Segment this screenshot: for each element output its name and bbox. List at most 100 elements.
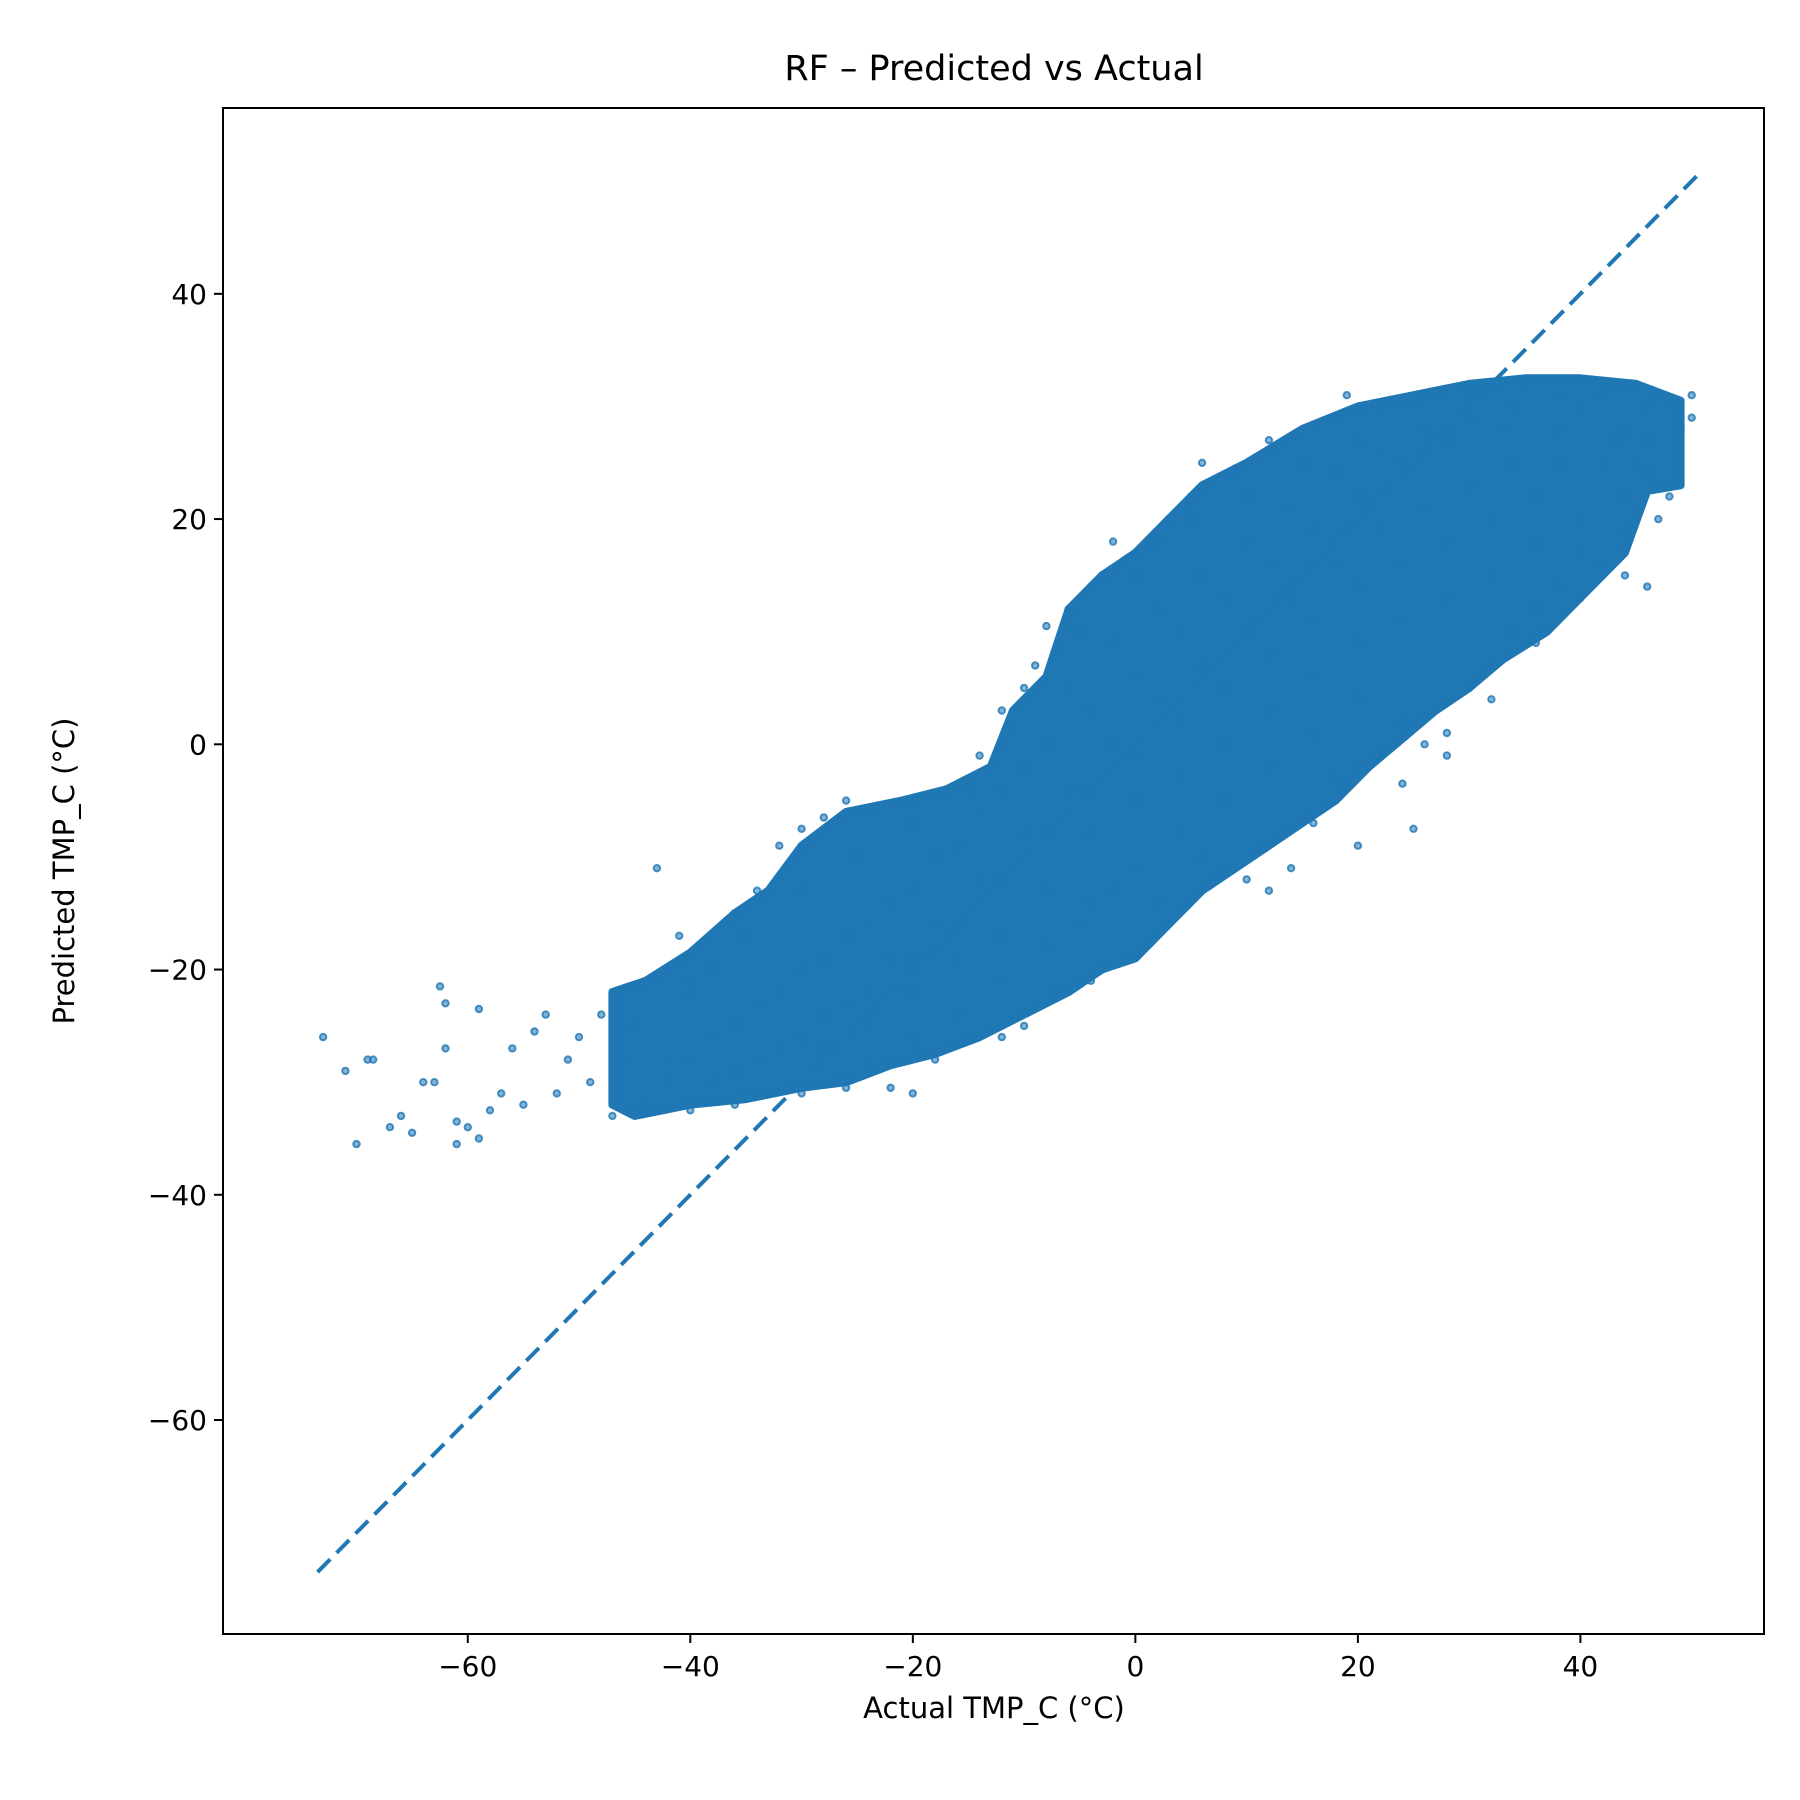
scatter-point [419, 1078, 428, 1087]
scatter-point [1398, 559, 1407, 569]
scatter-point [1264, 650, 1274, 659]
scatter-point [1598, 391, 1607, 400]
scatter-point [752, 999, 762, 1008]
scatter-point [1643, 436, 1652, 445]
scatter-point [1643, 402, 1652, 411]
scatter-point [797, 824, 806, 833]
scatter-point [841, 796, 851, 805]
scatter-point [708, 965, 717, 974]
scatter-point [1286, 503, 1296, 512]
scatter-point [1086, 976, 1096, 985]
scatter-point [1031, 661, 1040, 670]
scatter-point [686, 976, 695, 985]
scatter-point [1309, 672, 1318, 681]
scatter-point [708, 1032, 717, 1042]
scatter-point [1643, 469, 1652, 479]
scatter-point [1353, 695, 1363, 704]
scatter-point [708, 1078, 717, 1087]
y-axis: −60 −40 −20 0 20 40 [148, 278, 223, 1437]
scatter-point [563, 1055, 573, 1064]
scatter-point [341, 1066, 350, 1076]
scatter-point [1264, 886, 1274, 895]
scatter-point [686, 987, 695, 997]
scatter-point [908, 987, 917, 997]
scatter-point [1197, 661, 1207, 670]
scatter-point [1531, 638, 1541, 648]
y-tick-label: 20 [171, 503, 207, 536]
scatter-point [1086, 706, 1096, 715]
scatter-point [908, 818, 917, 828]
x-axis-label: Actual TMP_C (°C) [863, 1691, 1125, 1725]
scatter-point [975, 751, 984, 760]
scatter-point [1353, 582, 1363, 591]
scatter-point [1598, 559, 1607, 569]
scatter-point [474, 1004, 484, 1014]
scatter-point [1487, 695, 1496, 704]
scatter-point [1420, 740, 1429, 749]
scatter-point [930, 920, 940, 929]
scatter-point [730, 1021, 739, 1031]
scatter-point [508, 1044, 517, 1053]
scatter-point [1554, 458, 1563, 467]
scatter-point [1242, 875, 1251, 884]
scatter-point [1398, 779, 1407, 788]
x-tick-label: 20 [1340, 1650, 1376, 1683]
scatter-point [730, 1100, 739, 1109]
scatter-point [385, 1123, 395, 1132]
scatter-points [318, 379, 1696, 1149]
scatter-point [1498, 424, 1507, 434]
scatter-point [1620, 526, 1630, 535]
scatter-point [1042, 942, 1051, 952]
scatter-point [586, 1078, 595, 1087]
scatter-point [1353, 492, 1363, 501]
scatter-point [1398, 717, 1407, 726]
scatter-point [1186, 514, 1196, 524]
scatter-point [1086, 830, 1096, 839]
scatter-point [1331, 559, 1340, 569]
scatter-point [997, 1032, 1006, 1042]
scatter-point [1153, 537, 1162, 546]
scatter-point [1309, 616, 1318, 625]
scatter-point [1687, 413, 1696, 422]
scatter-point [352, 1139, 361, 1149]
scatter-point [908, 886, 917, 895]
plot-area-frame [222, 107, 1765, 1635]
scatter-point [1375, 402, 1385, 411]
scatter-point [474, 1134, 484, 1143]
scatter-point [1687, 391, 1696, 400]
scatter-point [1019, 1021, 1029, 1031]
scatter-point [1353, 762, 1363, 771]
scatter-point [1075, 627, 1084, 636]
scatter-point [1197, 571, 1207, 580]
scatter-point [1620, 571, 1630, 580]
scatter-point [752, 886, 762, 895]
scatter-point [641, 1100, 650, 1109]
scatter-point [1665, 492, 1674, 501]
scatter-point [841, 931, 851, 940]
scatter-point [964, 785, 973, 794]
scatter-point [1264, 559, 1274, 569]
scatter-point [1264, 436, 1274, 445]
scatter-point [485, 1106, 495, 1115]
scatter-point [1131, 571, 1140, 580]
scatter-point [1576, 514, 1585, 524]
y-tick-label: −40 [148, 1179, 207, 1212]
scatter-point [1465, 481, 1474, 490]
scatter-point [864, 987, 873, 997]
scatter-point [1197, 458, 1207, 467]
scatter-point [1153, 605, 1162, 614]
scatter-point [1554, 582, 1563, 591]
scatter-point [1609, 436, 1619, 445]
scatter-point [1019, 683, 1029, 693]
scatter-point [1398, 616, 1407, 625]
scatter-point [1042, 886, 1051, 895]
x-axis: −60 −40 −20 0 20 40 [438, 1634, 1598, 1683]
scatter-point [1465, 385, 1474, 394]
scatter-point [997, 785, 1006, 794]
scatter-point [1654, 514, 1663, 524]
scatter-point [886, 897, 895, 907]
scatter-point [441, 999, 450, 1008]
scatter-point [1442, 751, 1452, 760]
scatter-point [686, 1106, 695, 1115]
scatter-point [1075, 920, 1084, 929]
